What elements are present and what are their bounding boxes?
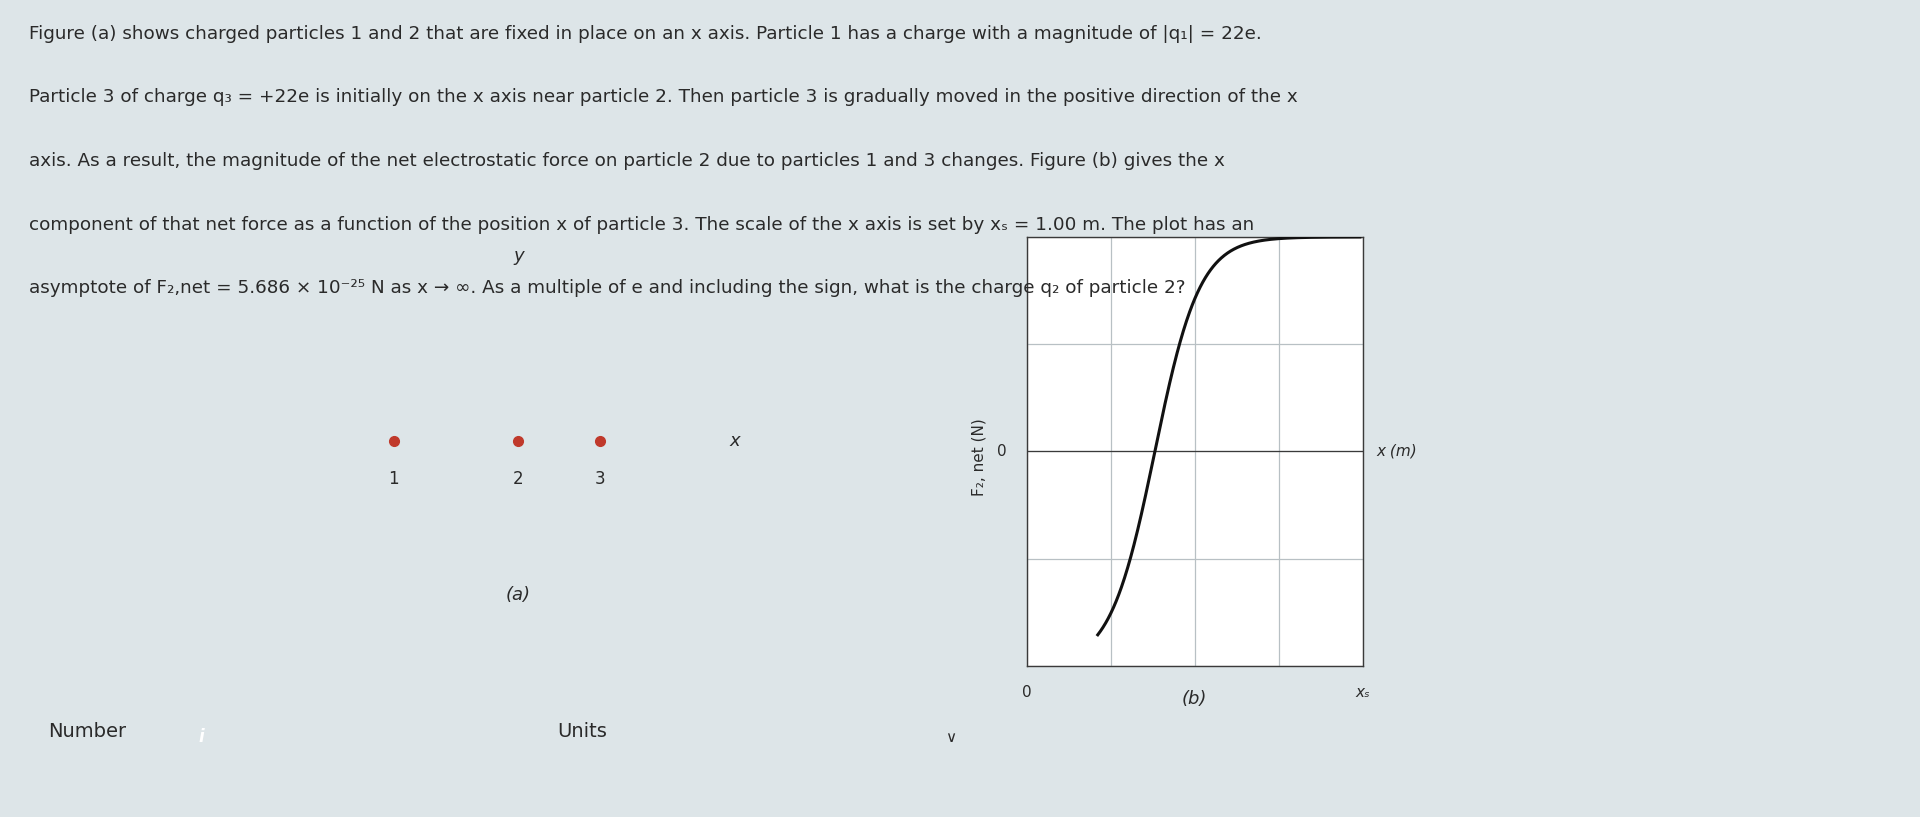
Text: axis. As a result, the magnitude of the net electrostatic force on particle 2 du: axis. As a result, the magnitude of the … [29, 152, 1225, 170]
Text: x: x [730, 432, 741, 450]
Text: Particle 3 of charge q₃ = +22e is initially on the x axis near particle 2. Then : Particle 3 of charge q₃ = +22e is initia… [29, 88, 1298, 106]
Text: (a): (a) [505, 586, 532, 604]
Text: component of that net force as a function of the position x of particle 3. The s: component of that net force as a functio… [29, 216, 1254, 234]
Text: x (m): x (m) [1377, 444, 1417, 459]
Text: y: y [513, 248, 524, 266]
Text: 3: 3 [595, 470, 605, 488]
Text: i: i [200, 728, 204, 747]
Text: xₛ: xₛ [1356, 685, 1371, 700]
Text: F₂, net (N): F₂, net (N) [972, 418, 987, 497]
Text: 0: 0 [996, 444, 1008, 459]
Text: (b): (b) [1181, 690, 1208, 708]
Text: 0: 0 [1021, 685, 1033, 700]
Text: 1: 1 [388, 470, 399, 488]
Text: ∨: ∨ [945, 730, 956, 745]
Text: 2: 2 [513, 470, 524, 488]
Text: Units: Units [557, 721, 607, 741]
Text: asymptote of F₂,net = 5.686 × 10⁻²⁵ N as x → ∞. As a multiple of e and including: asymptote of F₂,net = 5.686 × 10⁻²⁵ N as… [29, 279, 1185, 297]
Text: Figure (a) shows charged particles 1 and 2 that are fixed in place on an x axis.: Figure (a) shows charged particles 1 and… [29, 25, 1261, 42]
Text: Number: Number [48, 721, 127, 741]
